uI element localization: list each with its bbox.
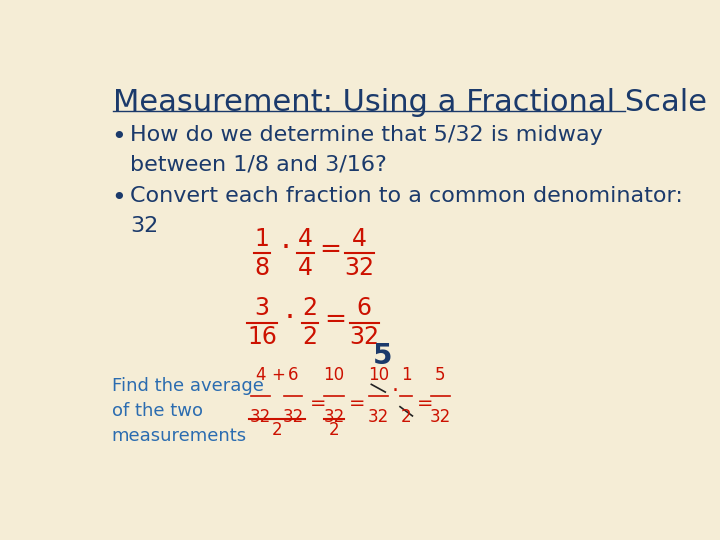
Text: =: = [310, 394, 327, 413]
Text: 5: 5 [435, 366, 446, 383]
Text: 32: 32 [430, 408, 451, 426]
Text: ·: · [392, 381, 399, 401]
Text: How do we determine that 5/32 is midway
between 1/8 and 3/16?: How do we determine that 5/32 is midway … [130, 125, 603, 174]
Text: 4: 4 [256, 366, 266, 383]
Text: 32: 32 [368, 408, 389, 426]
Text: 2: 2 [401, 408, 412, 426]
Text: 32: 32 [345, 256, 374, 280]
Text: •: • [112, 186, 127, 211]
Text: =: = [324, 307, 346, 333]
Text: ·: · [285, 302, 295, 334]
Text: 2: 2 [302, 325, 318, 349]
Text: Find the average
of the two
measurements: Find the average of the two measurements [112, 377, 264, 444]
Text: =: = [417, 394, 433, 413]
Text: 1: 1 [401, 366, 412, 383]
Text: =: = [349, 394, 366, 413]
Text: 2: 2 [271, 421, 282, 440]
Text: 32: 32 [250, 408, 271, 426]
Text: 10: 10 [323, 366, 345, 383]
Text: 4: 4 [352, 227, 367, 251]
Text: =: = [319, 238, 341, 264]
Text: 3: 3 [255, 296, 269, 320]
Text: 2: 2 [329, 421, 339, 440]
Text: Measurement: Using a Fractional Scale: Measurement: Using a Fractional Scale [113, 88, 707, 117]
Text: 10: 10 [368, 366, 389, 383]
Text: 8: 8 [254, 256, 269, 280]
Text: 5: 5 [373, 342, 392, 370]
Text: 6: 6 [357, 296, 372, 320]
Text: 1: 1 [255, 227, 269, 251]
Text: 32: 32 [349, 325, 379, 349]
Text: 6: 6 [288, 366, 298, 383]
Text: 16: 16 [247, 325, 277, 349]
Text: Convert each fraction to a common denominator:
32: Convert each fraction to a common denomi… [130, 186, 683, 236]
Text: +: + [271, 366, 285, 383]
Text: 4: 4 [298, 256, 313, 280]
Text: •: • [112, 125, 127, 149]
Text: ·: · [280, 233, 290, 264]
Text: 2: 2 [302, 296, 318, 320]
Text: 32: 32 [323, 408, 345, 426]
Text: 32: 32 [282, 408, 304, 426]
Text: 4: 4 [298, 227, 313, 251]
